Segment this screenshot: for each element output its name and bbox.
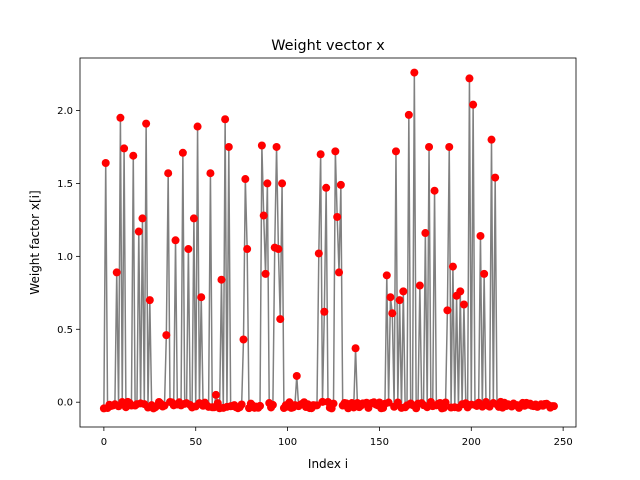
- data-point: [162, 331, 171, 340]
- data-point: [351, 344, 360, 353]
- y-tick-label: 0.0: [57, 398, 73, 409]
- data-point: [263, 179, 272, 188]
- y-axis-ticks: 0.0 0.5 1.0 1.5 2.0: [57, 106, 80, 409]
- data-point: [243, 245, 252, 254]
- data-point: [171, 236, 180, 245]
- data-point: [445, 142, 454, 151]
- data-point: [272, 142, 281, 151]
- data-point: [331, 147, 340, 156]
- data-point: [430, 186, 439, 195]
- data-point: [335, 268, 344, 277]
- y-axis-label: Weight factor x[i]: [28, 190, 42, 294]
- data-point: [456, 287, 465, 296]
- data-point: [278, 179, 287, 188]
- data-point: [116, 113, 125, 122]
- x-axis-label: Index i: [308, 457, 348, 471]
- data-point: [224, 142, 233, 151]
- data-point: [257, 141, 266, 150]
- data-point: [314, 249, 323, 258]
- data-point: [487, 135, 496, 144]
- data-point: [333, 212, 342, 221]
- x-tick-label: 150: [370, 437, 389, 448]
- data-point: [237, 400, 246, 409]
- x-tick-label: 0: [101, 437, 107, 448]
- chart-title: Weight vector x: [271, 38, 385, 54]
- data-point: [465, 74, 474, 83]
- data-point: [480, 269, 489, 278]
- data-point: [399, 287, 408, 296]
- data-point: [491, 173, 500, 182]
- x-tick-label: 100: [278, 437, 297, 448]
- data-point: [211, 390, 220, 399]
- data-point: [145, 296, 154, 305]
- data-point: [410, 68, 419, 77]
- data-point: [316, 150, 325, 159]
- data-point: [206, 169, 215, 178]
- data-point: [197, 293, 206, 302]
- y-tick-label: 2.0: [57, 106, 73, 117]
- data-point: [261, 269, 270, 278]
- data-point: [395, 296, 404, 305]
- data-point: [138, 214, 147, 223]
- x-tick-label: 250: [554, 437, 573, 448]
- data-point: [476, 231, 485, 240]
- data-point: [441, 398, 450, 407]
- axes-frame: [79, 57, 577, 428]
- x-tick-label: 200: [462, 437, 481, 448]
- plot-area: [99, 68, 558, 413]
- x-axis-ticks: 0 50 100 150 200 250: [101, 427, 573, 448]
- data-point: [268, 400, 277, 409]
- data-point: [101, 159, 110, 168]
- data-point: [120, 144, 129, 153]
- series-markers-group: [99, 68, 558, 413]
- data-point: [178, 148, 187, 157]
- data-point: [384, 398, 393, 407]
- data-point: [469, 100, 478, 109]
- data-point: [443, 306, 452, 315]
- data-point: [448, 262, 457, 271]
- data-point: [129, 151, 138, 160]
- data-point: [164, 169, 173, 178]
- x-tick-label: 50: [189, 437, 202, 448]
- y-tick-label: 1.5: [57, 179, 73, 190]
- data-point: [388, 309, 397, 318]
- y-tick-label: 0.5: [57, 325, 73, 336]
- data-point: [217, 275, 226, 284]
- data-point: [320, 307, 329, 316]
- data-point: [549, 402, 558, 411]
- data-point: [322, 183, 331, 192]
- data-point: [336, 180, 345, 189]
- data-point: [189, 214, 198, 223]
- data-point: [276, 315, 285, 324]
- data-point: [221, 115, 230, 124]
- data-point: [256, 401, 265, 410]
- data-point: [292, 371, 301, 380]
- data-point: [193, 122, 202, 131]
- data-point: [259, 211, 268, 220]
- data-point: [459, 300, 468, 309]
- data-point: [421, 229, 430, 238]
- data-point: [415, 281, 424, 290]
- data-point: [241, 175, 250, 184]
- data-point: [239, 335, 248, 344]
- data-point: [382, 271, 391, 280]
- y-tick-label: 1.0: [57, 252, 73, 263]
- data-point: [112, 268, 121, 277]
- data-point: [391, 147, 400, 156]
- data-point: [404, 110, 413, 119]
- data-point: [386, 293, 395, 302]
- data-point: [329, 399, 338, 408]
- data-point: [184, 245, 193, 254]
- data-point: [134, 227, 143, 236]
- data-point: [425, 142, 434, 151]
- data-point: [274, 245, 283, 254]
- data-point: [142, 119, 151, 128]
